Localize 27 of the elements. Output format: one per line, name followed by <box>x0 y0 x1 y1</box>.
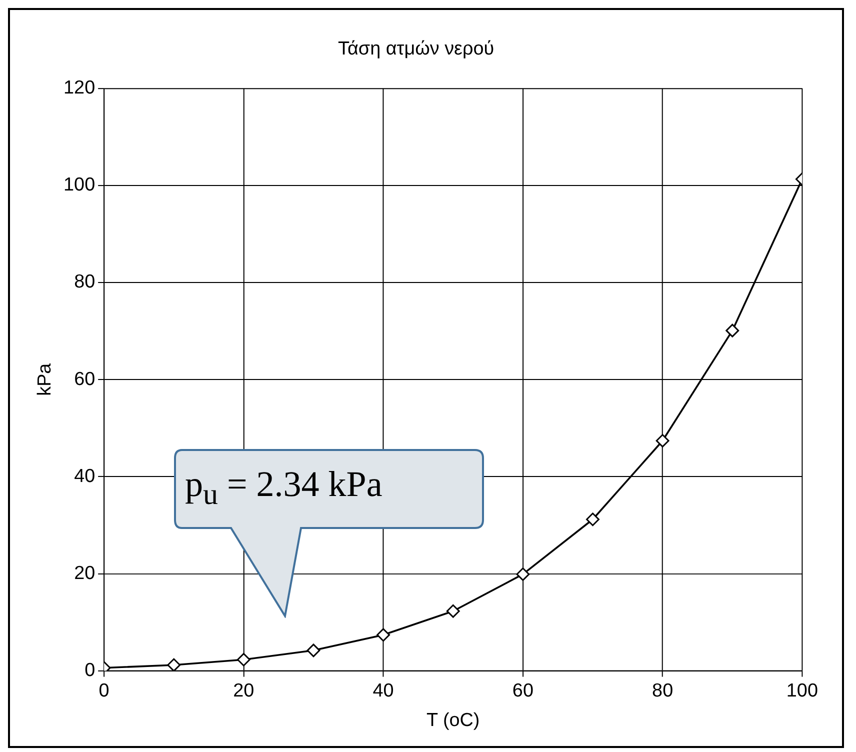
x-tick-label: 40 <box>372 680 394 702</box>
point <box>306 644 320 658</box>
y-tick-label: 60 <box>74 368 96 390</box>
chart-title: Τάση ατμών νερού <box>338 38 494 60</box>
x-axis-title: T (oC) <box>426 710 480 731</box>
x-tick-label: 80 <box>652 680 674 702</box>
point <box>236 652 250 666</box>
x-tick-label: 0 <box>98 680 110 702</box>
point <box>167 658 181 671</box>
point <box>656 434 670 448</box>
point <box>516 568 530 581</box>
annotation: p$_{u}$ = 2.34 kPa <box>185 463 382 514</box>
y-axis-title: kPa <box>34 362 56 396</box>
point <box>586 512 600 526</box>
speech-bubble: p$_{u}$ = 2.34 kPa <box>173 448 485 618</box>
x-tick-label: 20 <box>233 680 254 702</box>
y-tick-label: 0 <box>84 660 96 682</box>
x-tick-label: 100 <box>786 680 818 702</box>
y-tick-label: 120 <box>64 78 96 99</box>
x-tick-label: 60 <box>512 680 534 702</box>
y-tick-label: 20 <box>74 562 96 584</box>
point <box>376 628 390 642</box>
y-tick-label: 40 <box>74 466 96 487</box>
y-tick-label: 80 <box>74 272 96 293</box>
point <box>446 604 460 618</box>
point <box>726 324 740 338</box>
y-tick-label: 100 <box>64 174 96 196</box>
